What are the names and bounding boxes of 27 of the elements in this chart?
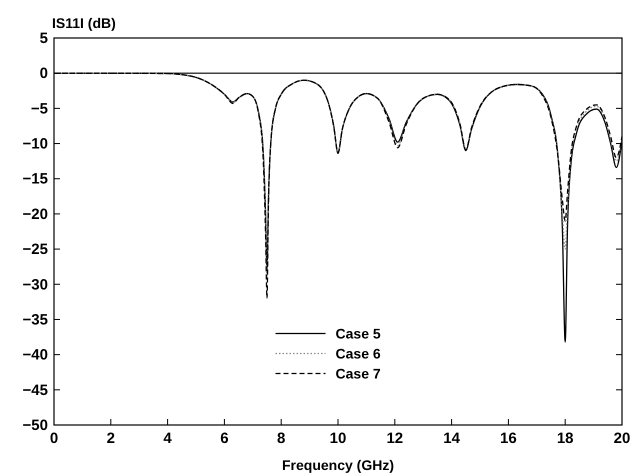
y-tick-label: −25 — [22, 241, 48, 258]
y-tick-label: −10 — [22, 136, 48, 153]
legend-label: Case 5 — [336, 326, 381, 342]
x-tick-label: 14 — [443, 430, 461, 447]
x-tick-label: 6 — [220, 430, 229, 447]
y-tick-label: −40 — [22, 346, 48, 364]
x-tick-label: 2 — [106, 430, 115, 447]
legend-label: Case 7 — [336, 366, 381, 382]
y-axis-title: IS11I (dB) — [52, 15, 116, 31]
x-tick-label: 18 — [556, 430, 574, 447]
y-tick-label: −35 — [22, 311, 48, 328]
y-tick-label: 5 — [40, 30, 48, 47]
x-tick-label: 12 — [386, 430, 404, 447]
x-tick-label: 16 — [500, 430, 517, 447]
y-tick-label: −30 — [22, 276, 48, 294]
x-tick-label: 10 — [330, 430, 346, 447]
y-tick-label: −45 — [22, 382, 48, 399]
y-tick-label: −5 — [30, 100, 48, 118]
y-tick-label: −50 — [22, 417, 48, 434]
y-tick-label: −20 — [22, 206, 48, 223]
x-axis-title: Frequency (GHz) — [282, 457, 394, 473]
y-tick-label: −15 — [22, 170, 48, 188]
x-tick-label: 4 — [163, 430, 172, 447]
y-tick-label: 0 — [40, 65, 48, 82]
x-tick-label: 20 — [614, 430, 630, 447]
legend-label: Case 6 — [336, 346, 381, 362]
x-tick-label: 8 — [277, 430, 286, 447]
